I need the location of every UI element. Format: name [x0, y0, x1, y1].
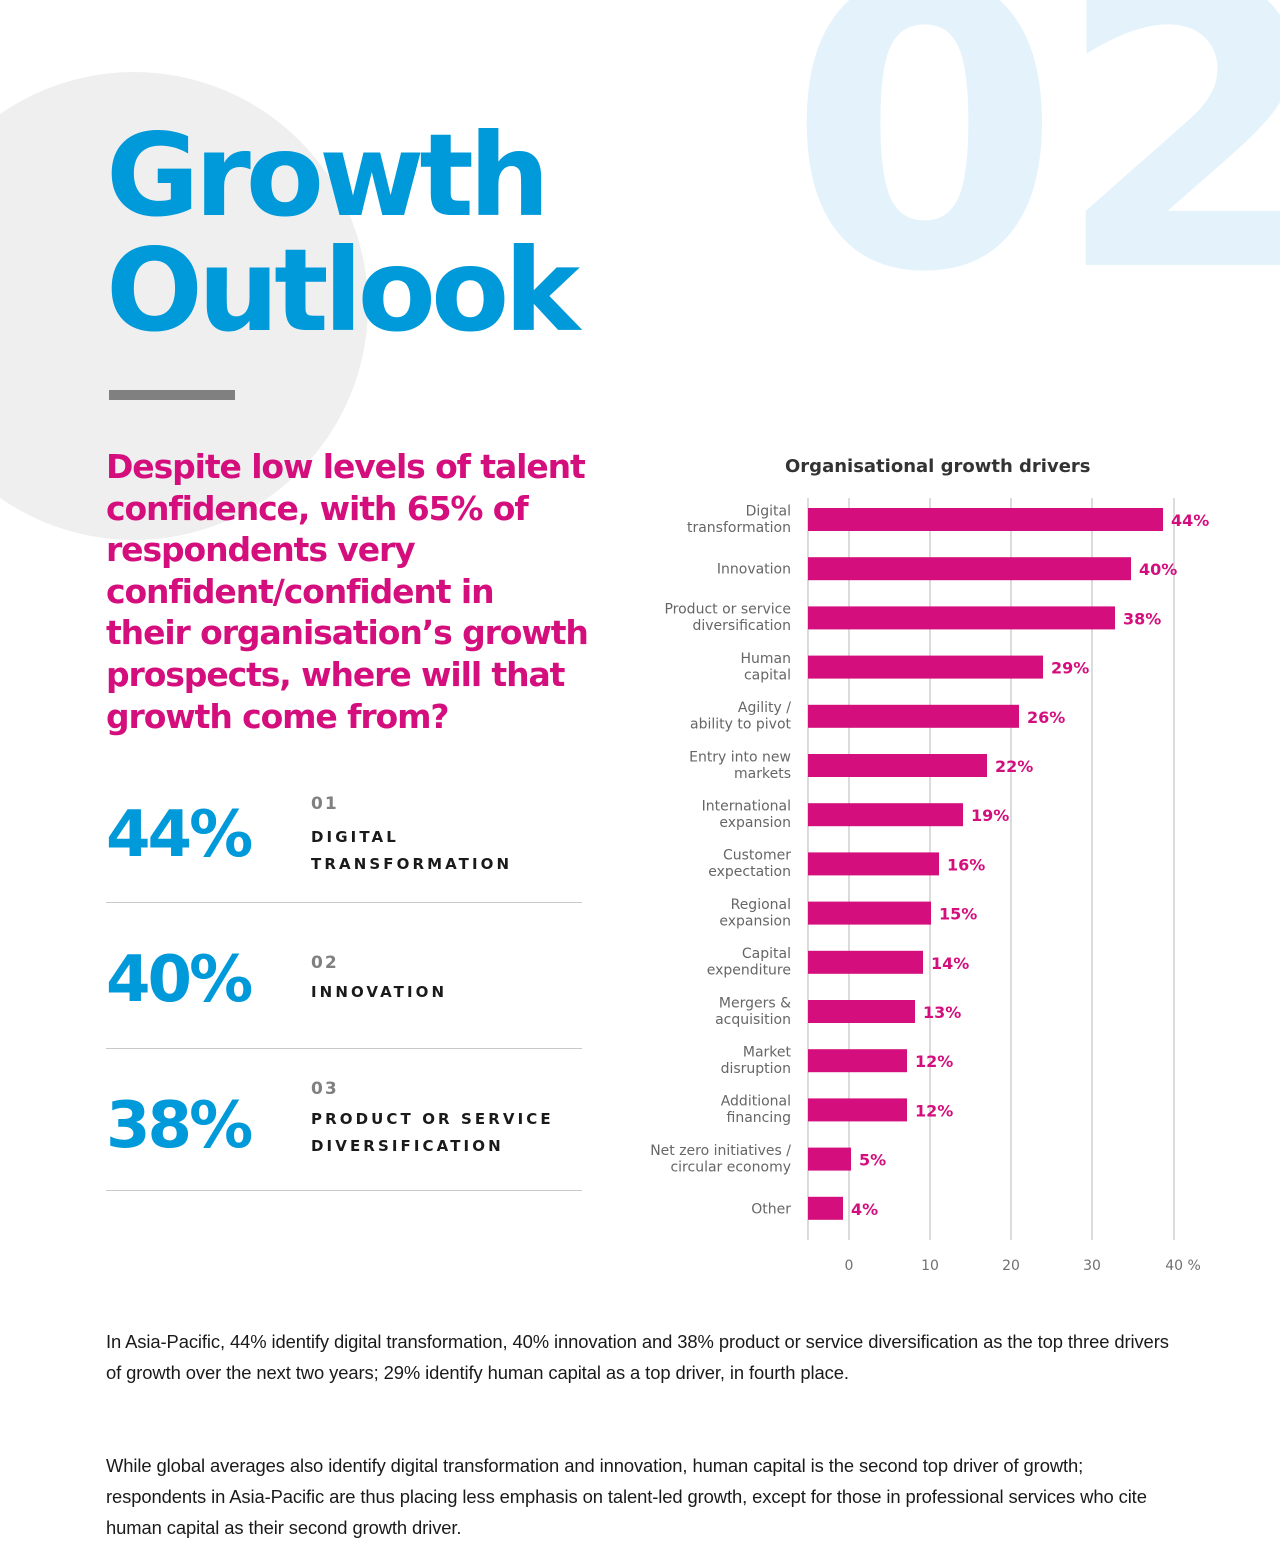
bar: [808, 852, 939, 876]
bar-value-label: 4%: [851, 1200, 878, 1219]
bar-value-label: 38%: [1123, 609, 1161, 628]
intro-line: Despite low levels of talent: [106, 447, 586, 486]
category-label: Product or service: [664, 602, 791, 618]
category-label: disruption: [721, 1061, 791, 1077]
bar-value-label: 29%: [1051, 659, 1089, 678]
category-label: expectation: [708, 864, 791, 880]
category-label: Agility /: [738, 700, 791, 716]
category-label: ability to pivot: [690, 717, 791, 733]
category-label: Human: [741, 651, 792, 667]
x-tick-label: 40 %: [1165, 1258, 1201, 1274]
category-label: Market: [743, 1044, 792, 1060]
section-number-watermark: 02: [788, 0, 1280, 358]
stat-value: 40%: [106, 943, 253, 1017]
stat-label-line: DIGITAL: [311, 828, 399, 846]
bar: [808, 1147, 851, 1171]
intro-question: Despite low levels of talent confidence,…: [106, 446, 616, 737]
body-paragraph-2: While global averages also identify digi…: [106, 1455, 1147, 1538]
intro-line: confidence, with 65% of: [106, 488, 529, 528]
category-label: transformation: [687, 520, 791, 536]
stat-value: 44%: [106, 798, 253, 872]
category-label: Mergers &: [719, 995, 791, 1011]
stat-label-line: DIVERSIFICATION: [311, 1137, 504, 1155]
bar: [808, 754, 987, 777]
category-label: Regional: [731, 897, 791, 913]
category-label: expenditure: [707, 963, 791, 979]
intro-line: prospects, where will that: [106, 654, 565, 694]
x-tick-label: 10: [921, 1258, 939, 1274]
bar: [808, 508, 1163, 531]
bar: [808, 557, 1131, 581]
page-title: Growth Outlook: [106, 109, 580, 357]
bar: [808, 606, 1115, 630]
category-label: Customer: [723, 848, 791, 864]
bar-value-label: 40%: [1139, 560, 1177, 579]
bar-value-label: 15%: [939, 905, 977, 924]
stat-label-line: PRODUCT OR SERVICE: [311, 1110, 554, 1128]
category-label: expansion: [719, 815, 791, 831]
intro-line: respondents very: [106, 530, 416, 570]
body-paragraph-1: In Asia-Pacific, 44% identify digital tr…: [106, 1331, 1169, 1383]
category-label: financing: [727, 1110, 792, 1126]
bar: [808, 1049, 907, 1073]
category-label: Net zero initiatives /: [650, 1143, 791, 1159]
bar: [808, 1196, 843, 1220]
category-label: Innovation: [717, 562, 791, 578]
category-label: International: [702, 798, 791, 814]
category-label: markets: [734, 766, 791, 782]
page-title-line-2: Outlook: [106, 224, 580, 357]
x-tick-label: 0: [845, 1258, 854, 1274]
category-label: circular economy: [670, 1159, 791, 1175]
title-divider: [109, 390, 235, 400]
category-label: Digital: [746, 503, 791, 519]
stat-rank: 01: [311, 794, 339, 814]
category-label: Additional: [721, 1094, 791, 1110]
stat-divider: [106, 1048, 582, 1049]
bar-value-label: 16%: [947, 855, 985, 874]
stat-label-line: INNOVATION: [311, 983, 448, 1001]
stat-label-line: TRANSFORMATION: [311, 855, 513, 873]
bar: [808, 1098, 907, 1122]
category-label: Entry into new: [689, 749, 791, 765]
category-label: expansion: [719, 913, 791, 929]
decorative-circle: [0, 72, 368, 540]
bar: [808, 950, 923, 974]
intro-line: their organisation’s growth: [106, 613, 589, 653]
x-tick-label: 30: [1083, 1258, 1101, 1274]
stat-rank: 03: [311, 1079, 339, 1099]
intro-line: confident/confident in: [106, 571, 495, 611]
category-label: acquisition: [715, 1012, 791, 1028]
bar: [808, 655, 1043, 679]
bar-value-label: 12%: [915, 1052, 953, 1071]
bar-value-label: 14%: [931, 954, 969, 973]
intro-line: growth come from?: [106, 696, 450, 736]
chart-title: Organisational growth drivers: [785, 456, 1091, 477]
bar: [808, 1000, 915, 1023]
x-tick-label: 20: [1002, 1258, 1020, 1274]
bar-value-label: 12%: [915, 1101, 953, 1120]
category-label: capital: [744, 667, 791, 683]
stat-divider: [106, 1190, 582, 1191]
bar-value-label: 44%: [1171, 511, 1209, 530]
category-label: diversification: [692, 618, 791, 634]
bar-value-label: 5%: [859, 1151, 886, 1170]
stat-divider: [106, 902, 582, 903]
bar-value-label: 26%: [1027, 708, 1065, 727]
bar-value-label: 19%: [971, 806, 1009, 825]
category-label: Capital: [742, 946, 791, 962]
page-title-line-1: Growth: [106, 109, 550, 242]
stat-value: 38%: [106, 1089, 253, 1163]
bar-value-label: 22%: [995, 757, 1033, 776]
bar: [808, 803, 963, 827]
stat-rank: 02: [311, 953, 339, 973]
bar: [808, 704, 1019, 728]
bar: [808, 901, 931, 925]
bar-value-label: 13%: [923, 1003, 961, 1022]
category-label: Other: [751, 1201, 791, 1217]
